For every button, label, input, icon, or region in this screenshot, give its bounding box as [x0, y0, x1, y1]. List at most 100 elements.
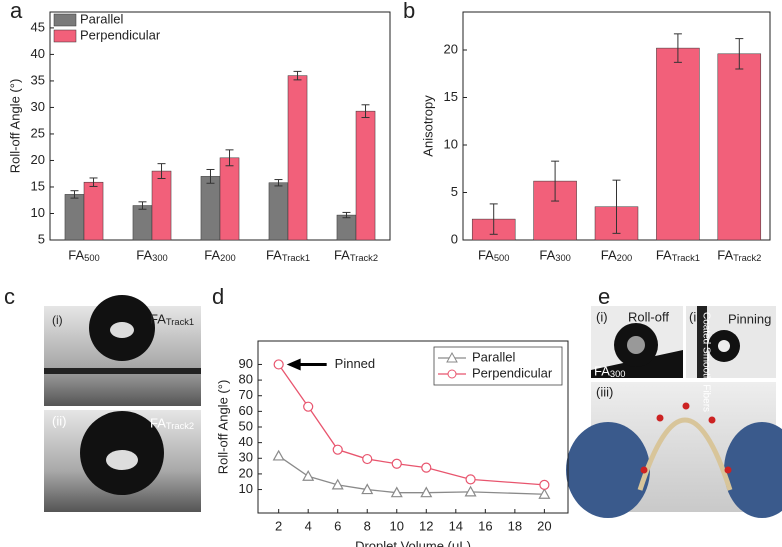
line	[278, 455, 545, 495]
y-tick-label: 60	[239, 403, 253, 418]
photo-object	[566, 422, 650, 518]
y-tick-label: 5	[451, 184, 458, 199]
legend-box	[433, 346, 563, 386]
photo-label: Roll-off	[628, 309, 669, 324]
legend-label: Parallel	[80, 11, 123, 26]
bar	[200, 176, 221, 241]
photo-droplet	[708, 416, 716, 424]
y-tick-label: 10	[239, 481, 253, 496]
x-axis-label: Droplet Volume (μL)	[355, 538, 471, 547]
error-bar	[361, 104, 370, 119]
photo-track	[44, 368, 201, 374]
x-tick-label: FA500	[478, 247, 510, 263]
photo-label: Coated Smooth Fibers	[700, 312, 711, 412]
legend-label: Perpendicular	[472, 365, 553, 380]
error-bar	[489, 203, 498, 235]
error-bar	[735, 38, 744, 70]
y-tick-label: 10	[31, 205, 45, 220]
y-tick-label: 10	[444, 136, 458, 151]
bar	[151, 170, 172, 241]
marker	[464, 485, 477, 497]
marker	[331, 478, 344, 490]
x-tick-label: FA500	[68, 247, 100, 263]
marker	[538, 488, 551, 499]
y-axis-label: Roll-off Angle (°)	[215, 380, 230, 475]
x-tick-label: FATrack1	[266, 247, 310, 263]
photo-label: (i)	[596, 309, 608, 324]
y-tick-label: 90	[239, 356, 253, 371]
x-tick-label: 2	[275, 518, 282, 533]
y-tick-label: 30	[31, 99, 45, 114]
marker	[420, 486, 433, 498]
x-tick-label: 8	[364, 518, 371, 533]
y-tick-label: 15	[444, 89, 458, 104]
y-tick-label: 20	[444, 41, 458, 56]
x-tick-label: FA300	[539, 247, 571, 263]
photo-fiber	[637, 417, 733, 491]
marker	[272, 449, 285, 461]
bar	[64, 194, 85, 241]
bar	[336, 214, 357, 241]
x-tick-label: 6	[334, 518, 341, 533]
error-bar	[673, 33, 682, 63]
y-tick-label: 40	[31, 46, 45, 61]
y-tick-label: 5	[38, 231, 45, 246]
marker	[421, 462, 432, 473]
bar	[287, 75, 308, 241]
x-tick-label: 20	[537, 518, 551, 533]
photo-label: (iii)	[596, 384, 613, 399]
photo-label: (ii)	[52, 413, 66, 428]
y-tick-label: 20	[239, 465, 253, 480]
error-bar	[293, 70, 302, 81]
annotation-arrowhead	[286, 358, 301, 371]
photo-droplet	[724, 466, 732, 474]
y-tick-label: 0	[451, 231, 458, 246]
error-bar	[612, 179, 621, 234]
line	[278, 364, 545, 486]
photo-c: (i) FATrack1 (ii) FATrack2	[44, 295, 201, 512]
x-tick-label: FA300	[136, 247, 168, 263]
droplet-highlight	[718, 340, 730, 352]
bar	[268, 182, 289, 241]
panel-label: e	[598, 284, 610, 309]
error-bar	[157, 163, 166, 179]
photo-fiber	[697, 306, 707, 378]
x-tick-label: 14	[449, 518, 463, 533]
x-tick-label: FATrack2	[334, 247, 378, 263]
marker	[361, 483, 374, 495]
error-bar	[89, 177, 98, 187]
marker	[390, 486, 403, 498]
panel-label: d	[212, 284, 224, 309]
y-axis-label: Roll-off Angle (°)	[7, 79, 22, 174]
bar	[355, 110, 376, 241]
y-tick-label: 50	[239, 418, 253, 433]
error-bar	[138, 201, 147, 210]
y-axis-label: Anisotropy	[420, 95, 435, 157]
bar	[656, 47, 700, 241]
y-tick-label: 40	[239, 434, 253, 449]
droplet-highlight	[106, 450, 138, 470]
x-tick-label: 12	[419, 518, 433, 533]
legend-label: Perpendicular	[80, 27, 161, 42]
legend-marker	[446, 351, 458, 363]
annotation: Pinned	[335, 356, 375, 371]
legend-swatch	[53, 13, 77, 27]
y-tick-label: 20	[31, 152, 45, 167]
x-tick-label: FA200	[204, 247, 236, 263]
y-tick-label: 70	[239, 387, 253, 402]
marker	[362, 453, 373, 465]
error-bar	[70, 190, 79, 199]
photo-droplet	[682, 402, 690, 410]
error-bar	[342, 211, 351, 219]
marker	[303, 401, 314, 412]
panel-label: b	[403, 0, 415, 23]
marker	[332, 444, 343, 455]
photo-object	[724, 422, 782, 518]
panel-label: c	[4, 284, 15, 309]
marker	[273, 359, 284, 370]
x-tick-label: FATrack1	[656, 247, 700, 263]
x-tick-label: 16	[478, 518, 492, 533]
photo-label: (i)	[52, 313, 63, 327]
marker	[465, 474, 476, 485]
